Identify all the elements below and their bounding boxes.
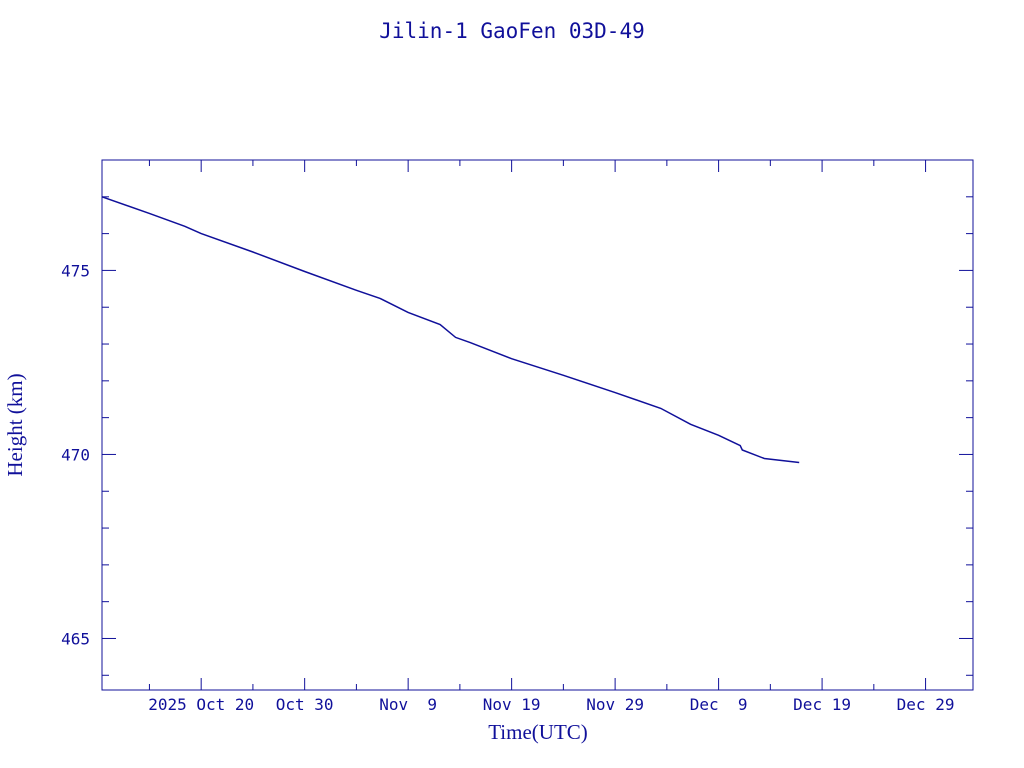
x-tick-label: Oct 30 xyxy=(276,695,334,714)
x-tick-label: Nov 9 xyxy=(379,695,437,714)
plot-frame xyxy=(101,159,974,691)
y-axis-label: Height (km) xyxy=(3,373,27,476)
x-tick-label: Dec 29 xyxy=(897,695,955,714)
series-line xyxy=(101,196,800,464)
x-tick-label: 2025 Oct 20 xyxy=(148,695,254,714)
chart-title: Jilin-1 GaoFen 03D-49 xyxy=(379,19,645,43)
x-tick-label: Dec 9 xyxy=(690,695,748,714)
x-axis: 2025 Oct 20 Oct 30 Nov 9 Nov 19 Nov 29 Dec 9 D… xyxy=(148,160,954,714)
x-tick-label: Nov 29 xyxy=(586,695,644,714)
y-axis: 465 470 475 xyxy=(61,159,973,676)
y-tick-label: 470 xyxy=(61,445,90,464)
y-tick-label: 465 xyxy=(61,629,90,648)
x-tick-label: Dec 19 xyxy=(793,695,851,714)
y-tick-label: 475 xyxy=(61,261,90,280)
x-axis-label: Time(UTC) xyxy=(488,720,588,744)
x-tick-label: Nov 19 xyxy=(483,695,541,714)
